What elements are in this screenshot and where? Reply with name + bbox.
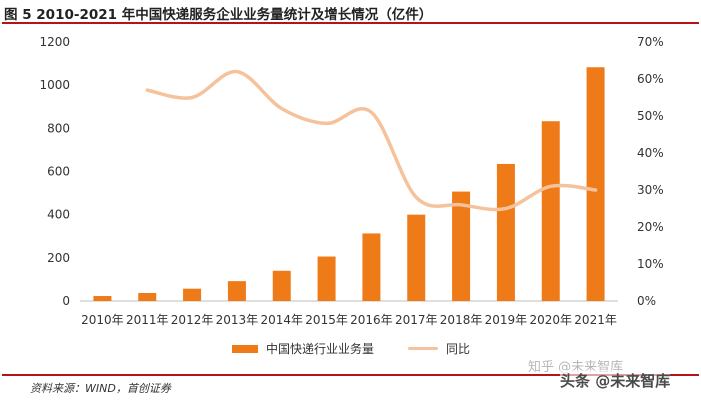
y-left-tick-label: 800 <box>47 121 70 135</box>
legend-item-volume: 中国快递行业业务量 <box>232 340 374 357</box>
x-tick-label: 2010年 <box>81 313 124 327</box>
legend-item-yoy: 同比 <box>408 340 470 357</box>
legend-bar-swatch <box>232 344 258 353</box>
y-right-tick-label: 40% <box>637 146 664 160</box>
y-right-tick-label: 70% <box>637 35 664 49</box>
y-right-tick-label: 0% <box>637 294 656 308</box>
bar <box>362 233 381 301</box>
bar <box>93 296 112 301</box>
bar <box>138 293 157 301</box>
x-tick-label: 2021年 <box>574 313 617 327</box>
x-tick-label: 2013年 <box>216 313 259 327</box>
bar <box>272 270 291 301</box>
bar <box>317 256 336 301</box>
bar <box>586 67 605 301</box>
x-tick-label: 2015年 <box>305 313 348 327</box>
bar <box>407 214 426 301</box>
bar <box>452 191 471 301</box>
x-tick-label: 2011年 <box>126 313 169 327</box>
y-left-tick-label: 1200 <box>39 35 70 49</box>
bar-series <box>93 67 605 301</box>
x-tick-label: 2020年 <box>529 313 572 327</box>
title-rule <box>2 22 699 24</box>
y-right-tick-label: 30% <box>637 183 664 197</box>
bottom-rule <box>2 374 699 376</box>
x-tick-label: 2019年 <box>485 313 528 327</box>
y-left-tick-label: 600 <box>47 165 70 179</box>
legend-label-volume: 中国快递行业业务量 <box>266 342 375 356</box>
x-tick-label: 2012年 <box>171 313 214 327</box>
bar <box>183 288 202 301</box>
legend-line-swatch <box>408 347 439 350</box>
x-tick-label: 2017年 <box>395 313 438 327</box>
y-right-tick-label: 20% <box>637 220 664 234</box>
x-tick-label: 2016年 <box>350 313 393 327</box>
y-left-tick-label: 400 <box>47 208 70 222</box>
tick-labels: 0 200 400 600 800 1000 1200 0% 10% 20% 30% 40% 50% 60… <box>39 35 663 327</box>
y-right-tick-label: 50% <box>637 109 664 123</box>
source-note: 资料来源：WIND，首创证券 <box>30 382 171 395</box>
bar <box>496 163 515 301</box>
legend: 中国快递行业业务量 同比 <box>232 340 470 357</box>
x-tick-label: 2018年 <box>440 313 483 327</box>
y-right-tick-label: 10% <box>637 257 664 271</box>
watermark-toutiao: 头条 @未来智库 <box>560 370 671 391</box>
figure-title: 图 5 2010-2021 年中国快递服务企业业务量统计及增长情况（亿件） <box>4 7 433 23</box>
y-left-tick-label: 200 <box>47 251 70 265</box>
legend-label-yoy: 同比 <box>446 342 471 356</box>
bar <box>541 121 560 301</box>
y-left-tick-label: 1000 <box>39 78 70 92</box>
line-series <box>145 69 598 212</box>
yoy-line <box>145 69 598 212</box>
y-left-tick-label: 0 <box>62 294 70 308</box>
y-right-tick-label: 60% <box>637 72 664 86</box>
bar <box>227 281 246 301</box>
x-tick-label: 2014年 <box>260 313 303 327</box>
